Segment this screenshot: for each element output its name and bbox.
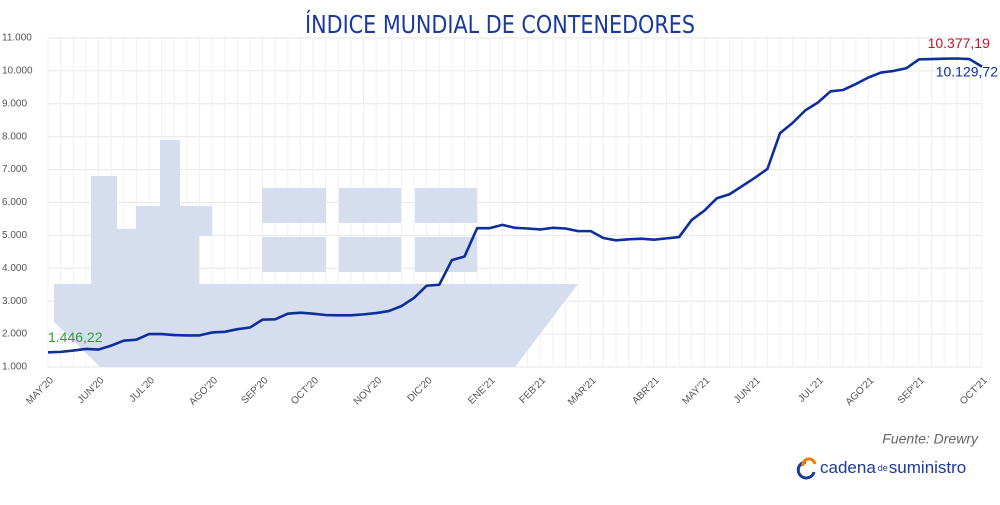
x-tick-label: MAR'21: [566, 375, 599, 408]
ship-structure: [160, 140, 180, 284]
ship-hull: [54, 284, 578, 367]
y-tick-label: 5.000: [2, 230, 27, 241]
x-tick-label: OCT'21: [958, 375, 990, 407]
x-tick-label: JUN'20: [76, 375, 107, 406]
brand-first: cadena: [820, 458, 876, 477]
ship-illustration: [54, 140, 578, 367]
container: [262, 188, 326, 223]
plot: 1.446,22 10.377,19 10.129,72: [47, 35, 998, 354]
y-tick-label: 6.000: [2, 197, 27, 208]
x-tick-label: OCT'20: [289, 375, 321, 407]
data-line: [47, 57, 983, 354]
logo-icon: [801, 457, 817, 467]
x-tick-label: SEP'21: [896, 375, 927, 406]
x-tick-label: FEB'21: [517, 375, 548, 406]
value-label: 10.129,72: [936, 63, 998, 79]
x-tick-label: DIC'20: [405, 375, 434, 404]
y-tick-label: 9.000: [2, 98, 27, 109]
x-tick-label: AGO'21: [844, 375, 877, 408]
brand-logo: cadena desuministro: [796, 457, 966, 480]
container: [415, 237, 477, 272]
x-tick-label: JUL'20: [127, 375, 157, 405]
y-tick-label: 3.000: [2, 296, 27, 307]
container: [339, 188, 401, 223]
y-tick-label: 2.000: [2, 329, 27, 340]
x-tick-label: JUL'21: [796, 375, 826, 405]
chart-title: ÍNDICE MUNDIAL DE CONTENEDORES: [305, 10, 695, 39]
x-tick-label: MAY'20: [24, 375, 56, 407]
ship-structure: [180, 236, 199, 284]
x-tick-label: SEP'20: [239, 375, 270, 406]
y-tick-label: 1.000: [2, 362, 27, 373]
x-tick-label: AGO'20: [187, 375, 220, 408]
ship-structure: [91, 176, 117, 284]
brand-text: cadena desuministro: [820, 458, 966, 477]
y-tick-label: 11.000: [2, 33, 32, 44]
x-tick-label: MAY'21: [681, 375, 713, 407]
x-tick-label: ABR'21: [630, 375, 662, 407]
container: [339, 237, 401, 272]
y-tick-label: 7.000: [2, 164, 27, 175]
x-tick-label: ENE'21: [466, 375, 498, 407]
ship-structure: [117, 229, 136, 284]
value-label: 1.446,22: [48, 329, 103, 345]
container: [415, 188, 477, 223]
ship-structure: [180, 206, 212, 236]
container: [262, 237, 326, 272]
value-label: 10.377,19: [928, 35, 990, 51]
ship-structure: [136, 206, 160, 284]
brand-last: suministro: [889, 458, 966, 477]
x-tick-label: NOV'20: [352, 375, 385, 408]
logo-icon: [796, 460, 816, 480]
y-tick-label: 4.000: [2, 263, 27, 274]
x-tick-label: JUN'21: [732, 375, 763, 406]
source: Fuente: Drewry: [882, 431, 979, 447]
brand-middle: de: [878, 463, 888, 473]
y-tick-label: 10.000: [2, 66, 33, 77]
y-tick-label: 8.000: [2, 131, 27, 142]
